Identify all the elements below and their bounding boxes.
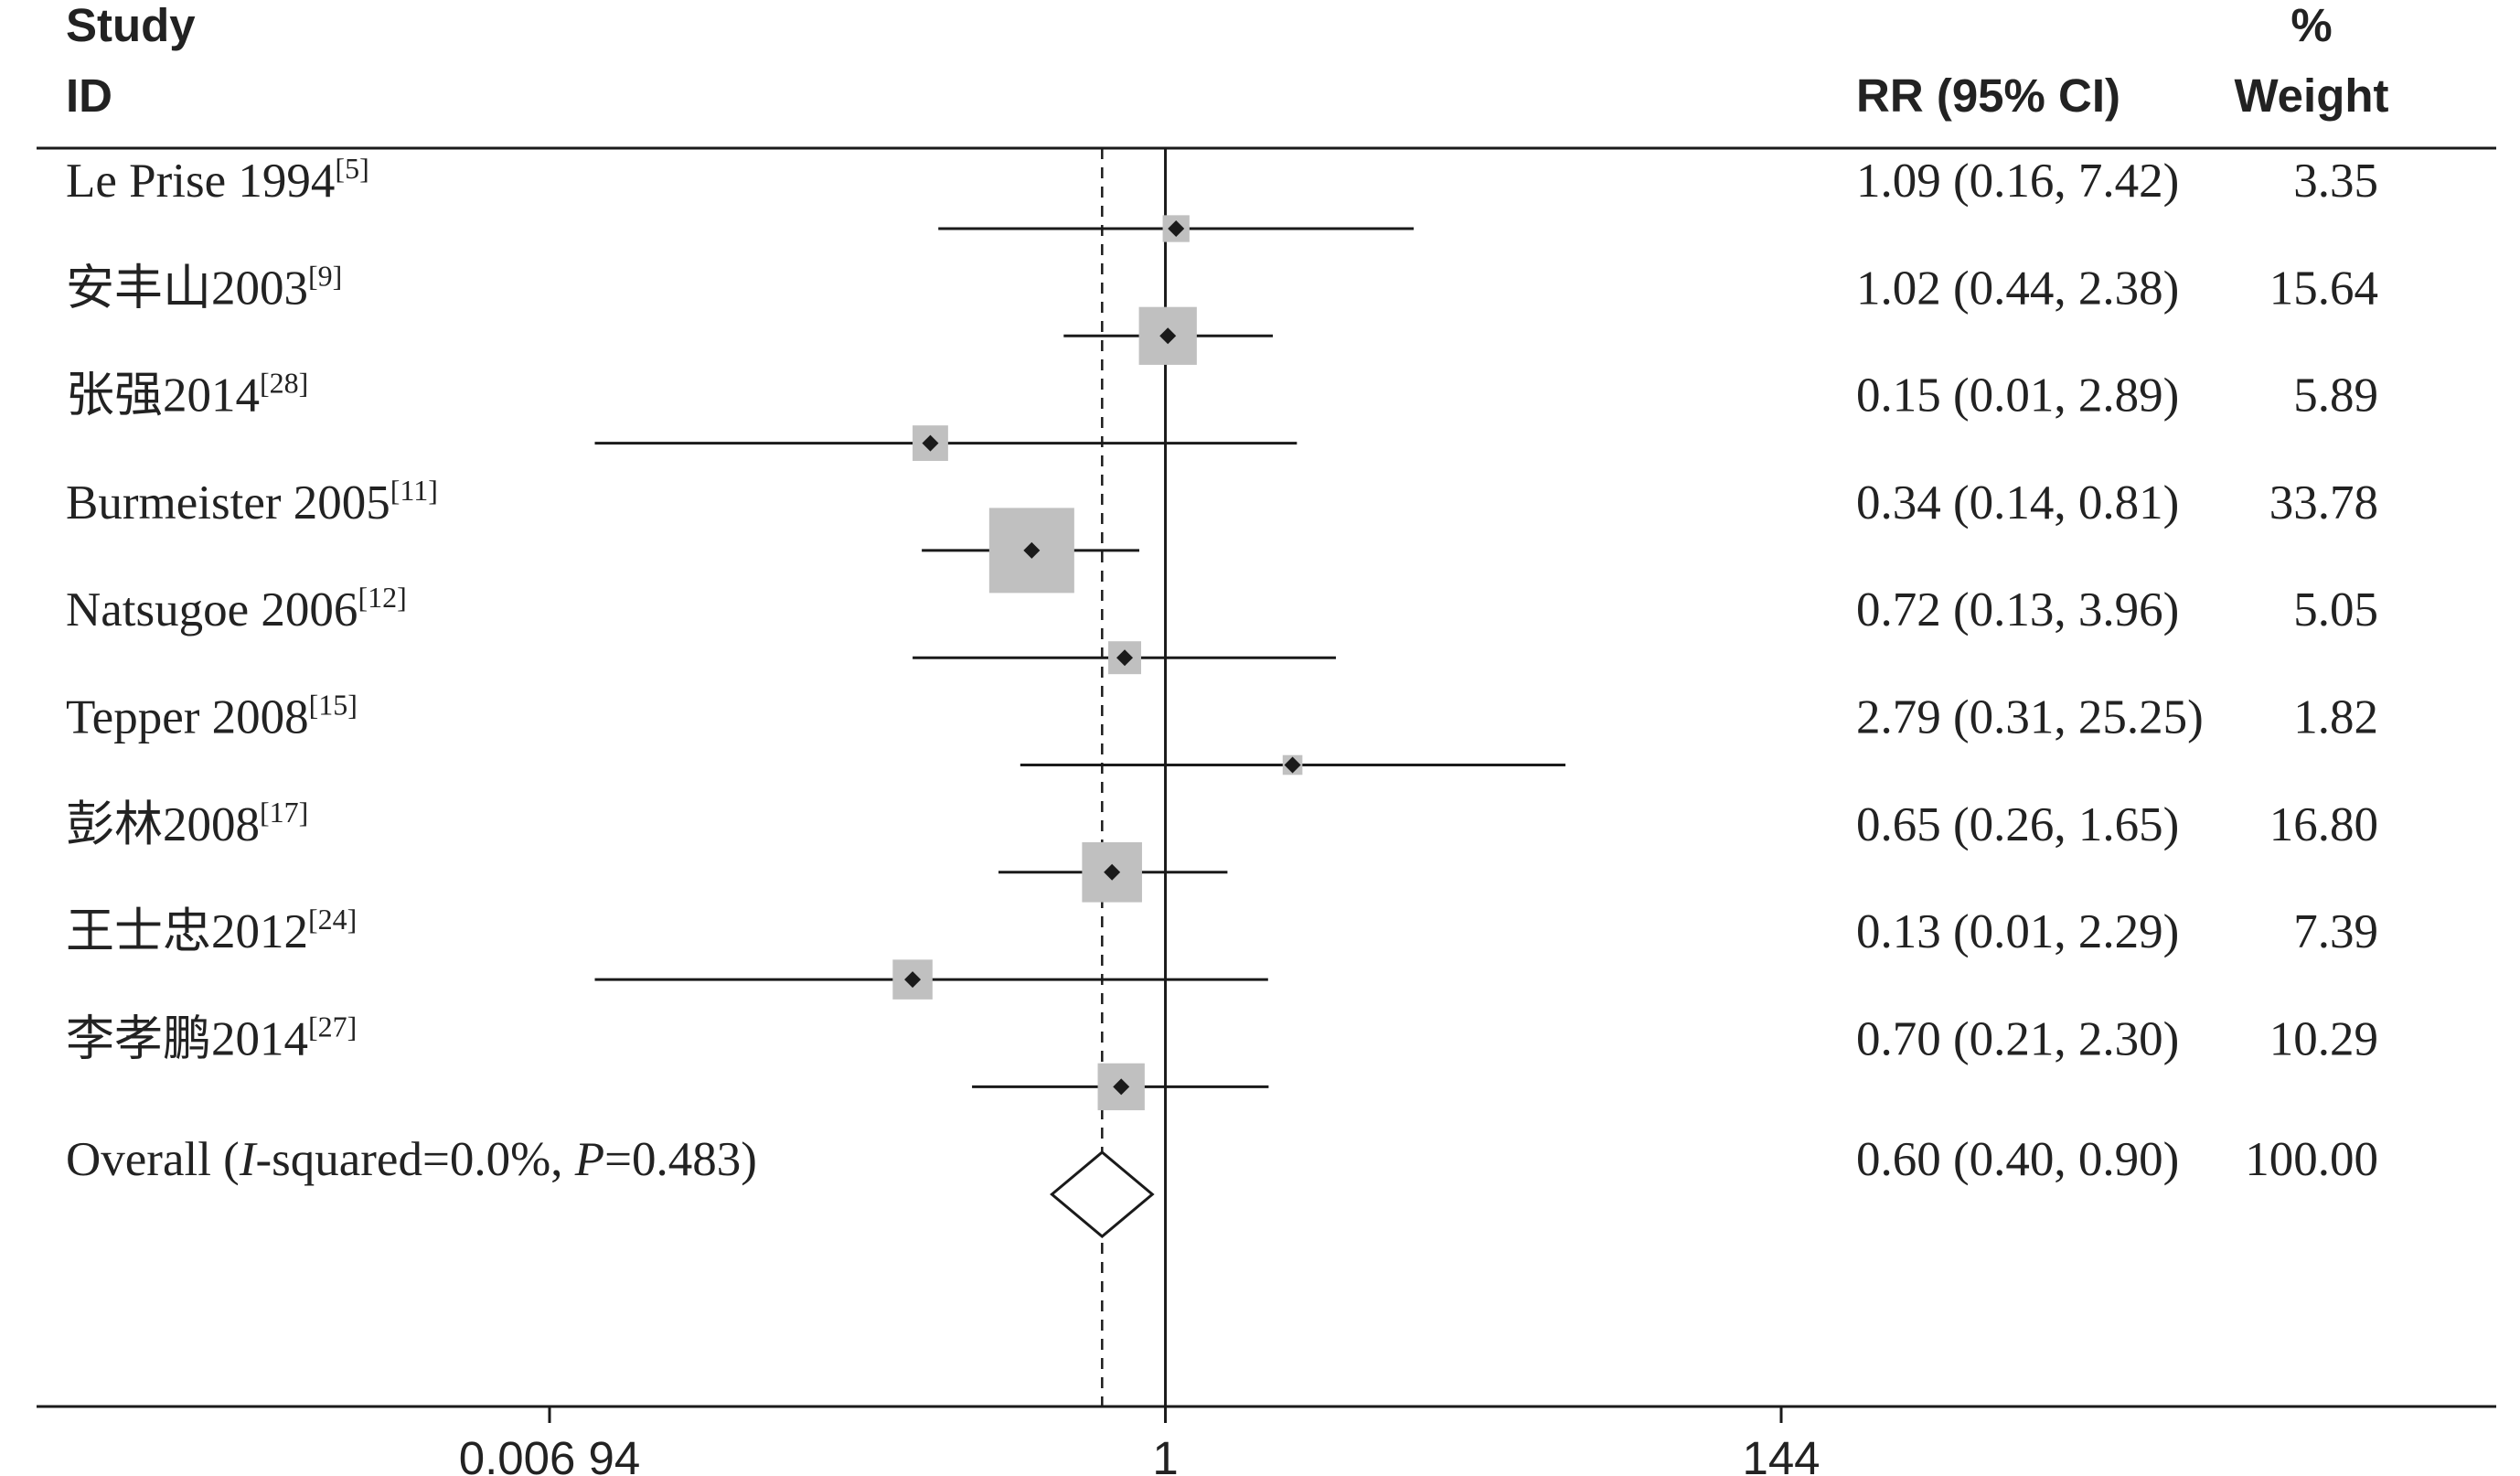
study-row: 张强2014[28] 0.15 (0.01, 2.89) 5.89 [66, 367, 2378, 462]
header-rr-ci: RR (95% CI) [1856, 70, 2120, 122]
study-label: Natsugoe 2006[12] [66, 581, 407, 636]
study-name: 王士忠2012 [66, 905, 308, 958]
study-ci: 0.13 (0.01, 2.29) [1856, 905, 2179, 958]
header-weight: Weight [2234, 70, 2388, 122]
header-percent: % [2290, 0, 2332, 51]
study-name: 李孝鹏2014 [66, 1012, 308, 1065]
study-row: 彭林2008[17] 0.65 (0.26, 1.65) 16.80 [66, 796, 2378, 903]
study-name: Le Prise 1994 [66, 155, 335, 208]
study-row: Natsugoe 2006[12] 0.72 (0.13, 3.96) 5.05 [66, 581, 2378, 675]
study-ci: 0.15 (0.01, 2.89) [1856, 369, 2179, 422]
study-row: Tepper 2008[15] 2.79 (0.31, 25.25) 1.82 [66, 689, 2378, 775]
overall-weight: 100.00 [2245, 1133, 2378, 1186]
overall-diamond [1050, 1150, 1155, 1238]
study-reference: [12] [358, 581, 406, 614]
study-label: Tepper 2008[15] [66, 689, 358, 744]
study-weight: 15.64 [2269, 262, 2378, 315]
study-ci: 1.09 (0.16, 7.42) [1856, 155, 2179, 208]
study-row: 安丰山2003[9] 1.02 (0.44, 2.38) 15.64 [66, 259, 2378, 365]
study-reference: [27] [308, 1010, 357, 1043]
study-weight: 7.39 [2293, 905, 2378, 958]
point-estimate-marker [1159, 327, 1177, 345]
study-row: Le Prise 1994[5] 1.09 (0.16, 7.42) 3.35 [66, 152, 2378, 242]
study-label: 王士忠2012[24] [66, 903, 357, 958]
x-tick-label: 1 [1152, 1432, 1178, 1476]
study-ci: 2.79 (0.31, 25.25) [1856, 691, 2204, 744]
point-estimate-marker [1104, 863, 1121, 881]
study-label: Le Prise 1994[5] [66, 152, 369, 208]
study-reference: [17] [260, 796, 308, 829]
study-reference: [24] [308, 903, 357, 936]
study-weight: 5.89 [2293, 369, 2378, 422]
x-tick-label: 144 [1742, 1432, 1820, 1476]
study-name: Natsugoe 2006 [66, 583, 358, 636]
study-name: 安丰山2003 [66, 262, 308, 315]
study-ci: 0.65 (0.26, 1.65) [1856, 798, 2179, 851]
study-rows: Le Prise 1994[5] 1.09 (0.16, 7.42) 3.35 安丰山… [66, 152, 2378, 1111]
study-name: 彭林2008 [66, 798, 260, 851]
study-reference: [11] [390, 474, 438, 507]
point-estimate-marker [904, 971, 922, 989]
study-name: Tepper 2008 [66, 691, 309, 744]
point-estimate-marker [1023, 541, 1041, 559]
point-estimate-marker [1116, 649, 1134, 667]
point-estimate-marker [1168, 220, 1185, 237]
point-estimate-marker [1113, 1078, 1130, 1096]
overall-row: Overall (I-squared=0.0%, P=0.483) 0.60 (… [66, 1133, 2378, 1238]
study-label: 彭林2008[17] [66, 796, 308, 851]
study-label: Burmeister 2005[11] [66, 474, 438, 529]
overall-label: Overall (I-squared=0.0%, P=0.483) [66, 1133, 757, 1186]
study-reference: [5] [335, 152, 368, 185]
study-row: 李孝鹏2014[27] 0.70 (0.21, 2.30) 10.29 [66, 1010, 2378, 1111]
x-axis-ticks: 0.006 94 1 144 [459, 1406, 1821, 1476]
study-label: 张强2014[28] [66, 367, 308, 422]
header-study: Study [66, 0, 196, 51]
x-tick-label: 0.006 94 [459, 1432, 641, 1476]
study-reference: [15] [309, 689, 358, 722]
study-name: 张强2014 [66, 369, 260, 422]
point-estimate-marker [922, 434, 939, 452]
study-weight: 16.80 [2269, 798, 2378, 851]
study-reference: [28] [260, 367, 308, 400]
overall-ci: 0.60 (0.40, 0.90) [1856, 1133, 2179, 1186]
study-row: Burmeister 2005[11] 0.34 (0.14, 0.81) 33.7… [66, 474, 2378, 594]
study-weight: 1.82 [2293, 691, 2378, 744]
study-name: Burmeister 2005 [66, 476, 390, 529]
study-weight: 3.35 [2293, 155, 2378, 208]
study-reference: [9] [308, 259, 342, 292]
study-label: 安丰山2003[9] [66, 259, 342, 315]
study-ci: 0.70 (0.21, 2.30) [1856, 1012, 2179, 1065]
study-row: 王士忠2012[24] 0.13 (0.01, 2.29) 7.39 [66, 903, 2378, 1000]
point-estimate-marker [1284, 756, 1301, 774]
study-ci: 1.02 (0.44, 2.38) [1856, 262, 2179, 315]
study-weight: 10.29 [2269, 1012, 2378, 1065]
study-label: 李孝鹏2014[27] [66, 1010, 357, 1065]
study-weight: 5.05 [2293, 583, 2378, 636]
study-weight: 33.78 [2269, 476, 2378, 529]
study-ci: 0.34 (0.14, 0.81) [1856, 476, 2179, 529]
header-id: ID [66, 70, 112, 122]
study-ci: 0.72 (0.13, 3.96) [1856, 583, 2179, 636]
